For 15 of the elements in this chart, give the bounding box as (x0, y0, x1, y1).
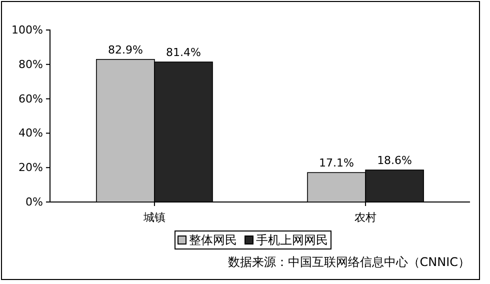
data-label: 17.1% (319, 156, 354, 170)
y-tick-label: 60% (18, 92, 43, 106)
data-label: 81.4% (166, 46, 201, 59)
source-note: 数据来源：中国互联网络信息中心（CNNIC） (228, 255, 470, 269)
legend-label: 整体网民 (189, 233, 237, 247)
y-tick-label: 40% (18, 126, 43, 140)
data-label: 82.9% (108, 43, 143, 56)
x-tick-label: 城镇 (142, 211, 166, 224)
y-tick-label: 0% (26, 196, 43, 209)
x-tick-label: 农村 (354, 211, 377, 224)
y-tick-label: 80% (18, 58, 43, 71)
y-tick-label: 100% (12, 24, 43, 37)
data-label: 18.6% (377, 154, 412, 168)
y-tick-label: 20% (18, 161, 43, 174)
legend-label: 手机上网网民 (256, 233, 328, 247)
